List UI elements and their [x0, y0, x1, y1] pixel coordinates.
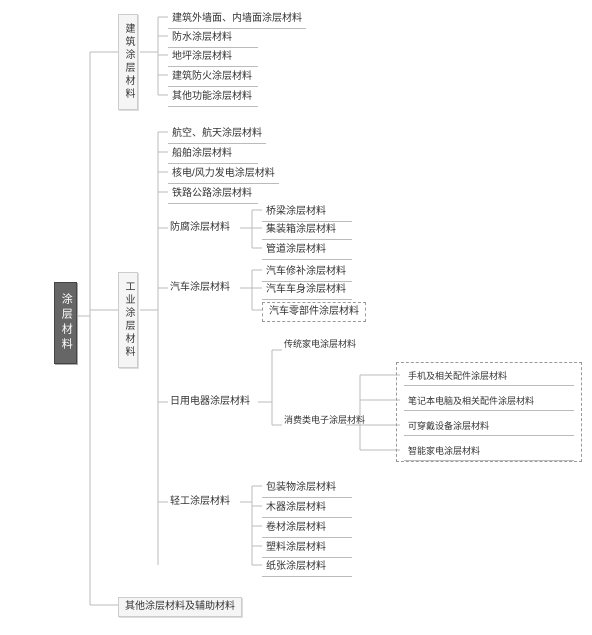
- arch-leaf-5: 其他功能涂层材料: [168, 88, 258, 107]
- cons-leaf-2: 笔记本电脑及相关配件涂层材料: [404, 393, 574, 411]
- ind-leaf-rail: 铁路公路涂层材料: [168, 185, 258, 204]
- root-node: 涂层材料: [54, 282, 77, 364]
- light-leaf-2: 木器涂层材料: [262, 499, 352, 518]
- arch-leaf-4: 建筑防火涂层材料: [168, 68, 258, 87]
- cat-architecture: 建筑涂层材料: [118, 14, 138, 110]
- anticorr-leaf-1: 桥梁涂层材料: [262, 203, 352, 222]
- anticorr-leaf-3: 管道涂层材料: [262, 241, 352, 260]
- auto-leaf-3-dashed: 汽车零部件涂层材料: [262, 302, 366, 322]
- ind-leaf-aero: 航空、航天涂层材料: [168, 125, 266, 144]
- auto-leaf-1: 汽车修补涂层材料: [262, 263, 352, 282]
- light-leaf-3: 卷材涂层材料: [262, 519, 352, 538]
- arch-leaf-2: 防水涂层材料: [168, 29, 258, 48]
- cat-other: 其他涂层材料及辅助材料: [118, 597, 242, 617]
- arch-leaf-1: 建筑外墙面、内墙面涂层材料: [168, 10, 306, 29]
- mid-light: 轻工涂层材料: [170, 496, 230, 508]
- cons-leaf-1: 手机及相关配件涂层材料: [404, 368, 574, 386]
- light-leaf-1: 包装物涂层材料: [262, 479, 352, 498]
- ind-leaf-ship: 船舶涂层材料: [168, 145, 258, 164]
- cons-leaf-4: 智能家电涂层材料: [404, 443, 574, 461]
- ind-leaf-power: 核电/风力发电涂层材料: [168, 165, 279, 184]
- light-leaf-4: 塑料涂层材料: [262, 539, 352, 558]
- cat-industrial: 工业涂层材料: [118, 272, 138, 368]
- mid-anticorrosion: 防腐涂层材料: [170, 222, 230, 234]
- arch-leaf-3: 地坪涂层材料: [168, 48, 258, 67]
- light-leaf-5: 纸张涂层材料: [262, 558, 352, 577]
- mid-auto: 汽车涂层材料: [170, 282, 230, 294]
- cons-leaf-3: 可穿戴设备涂层材料: [404, 418, 574, 436]
- anticorr-leaf-2: 集装箱涂层材料: [262, 221, 352, 240]
- auto-leaf-2: 汽车车身涂层材料: [262, 281, 352, 300]
- mid-appliance: 日用电器涂层材料: [170, 396, 250, 408]
- appliance-trad: 传统家电涂层材料: [284, 340, 334, 350]
- appliance-cons: 消费类电子涂层材料: [284, 416, 344, 426]
